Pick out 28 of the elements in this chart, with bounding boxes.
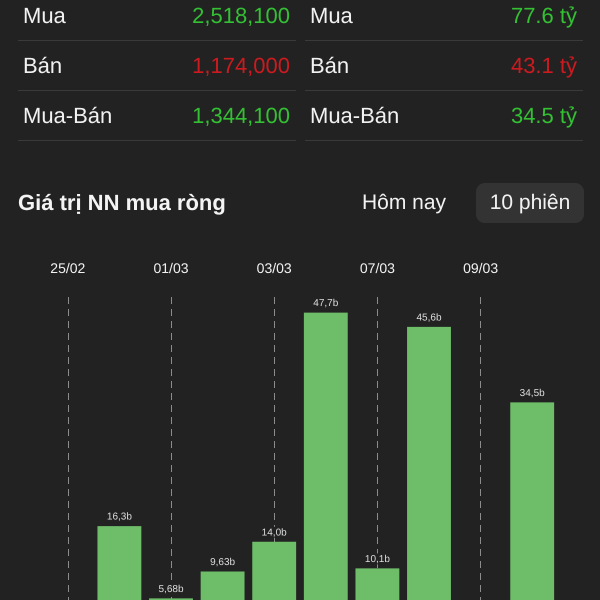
data-label: 34.5 tỷ [510, 102, 577, 128]
x-tick-label: 25/02 [50, 260, 86, 276]
data-label: 47,7b [313, 298, 339, 310]
data-label: 45,6b [416, 312, 442, 324]
data-label: 5,68b [158, 584, 184, 595]
category-label: Bán [310, 52, 350, 78]
data-label: 1,174,000 [192, 52, 290, 78]
selected-tab[interactable]: 10 phiên [476, 183, 584, 223]
category-label: Mua [23, 2, 66, 28]
data-label: 34,5b [520, 388, 546, 399]
x-tick-label: 01/03 [153, 260, 189, 276]
data-label: 16,3b [106, 512, 132, 523]
x-tick-label: 09/03 [463, 260, 498, 276]
x-tick-label: 07/03 [360, 260, 396, 276]
x-tick-label: 03/03 [256, 260, 292, 276]
data-label: 10,1b [364, 554, 390, 565]
category-label: Mua-Bán [310, 102, 400, 128]
tab[interactable]: Hôm nay [350, 183, 458, 223]
data-label: 43.1 tỷ [510, 52, 577, 78]
chart-title: Giá trị NN mua ròng [18, 190, 226, 216]
data-label: 2,518,100 [192, 2, 290, 28]
data-label: 1,344,100 [192, 102, 290, 128]
category-label: Bán [23, 52, 62, 78]
category-label: Mua-Bán [23, 102, 112, 128]
category-label: Mua [310, 2, 353, 28]
data-label: 77.6 tỷ [510, 2, 577, 28]
data-label: 14,0b [262, 527, 288, 538]
data-label: 9,63b [210, 557, 236, 568]
